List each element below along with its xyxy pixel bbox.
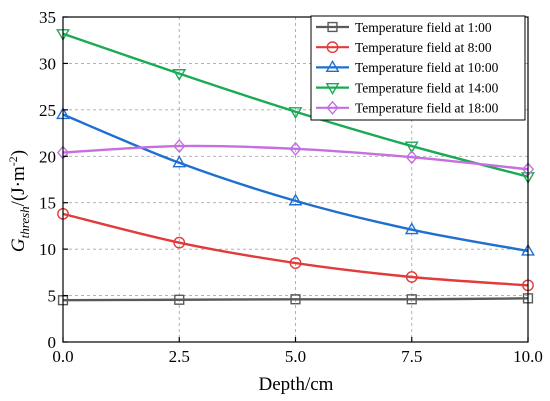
series-4 xyxy=(56,29,535,185)
series-point xyxy=(404,222,419,235)
series-2 xyxy=(57,207,534,292)
series-point xyxy=(173,236,186,249)
series-point xyxy=(172,69,187,82)
legend-entry: Temperature field at 1:00 xyxy=(316,20,492,35)
y-tick-label: 25 xyxy=(39,101,56,120)
series-point xyxy=(174,294,185,305)
series-point xyxy=(405,271,418,283)
legend-entry: Temperature field at 14:00 xyxy=(316,80,499,95)
series-line xyxy=(62,113,529,253)
x-tick-label: 10.0 xyxy=(513,347,543,366)
legend-entry: Temperature field at 18:00 xyxy=(316,101,499,116)
legend-marker xyxy=(326,100,339,115)
legend-label: Temperature field at 18:00 xyxy=(355,101,499,116)
series-point xyxy=(290,294,301,305)
series-point xyxy=(288,193,303,206)
legend-entry: Temperature field at 10:00 xyxy=(316,60,499,75)
axis-ticks: 0.0 2.5 5.0 7.5 10.0 0 5 10 15 20 25 30 35 xyxy=(39,8,543,366)
series-line xyxy=(62,32,529,178)
series-point xyxy=(289,257,302,269)
series-5 xyxy=(56,139,535,177)
legend-label: Temperature field at 1:00 xyxy=(355,20,492,35)
x-tick-label: 0.0 xyxy=(52,347,73,366)
series-point xyxy=(173,139,186,154)
series-line xyxy=(62,144,529,171)
series-point xyxy=(289,141,302,156)
y-tick-label: 35 xyxy=(39,8,56,27)
series-line xyxy=(62,212,529,287)
series-point xyxy=(172,155,187,168)
y-tick-label: 20 xyxy=(39,147,56,166)
legend: Temperature field at 1:00 Temperature fie… xyxy=(310,15,526,121)
series-point xyxy=(288,107,303,120)
y-tick-label: 5 xyxy=(48,287,57,306)
legend-marker xyxy=(325,60,340,73)
legend-entry: Temperature field at 8:00 xyxy=(316,40,492,55)
x-tick-label: 7.5 xyxy=(401,347,422,366)
series-point xyxy=(406,294,417,305)
legend-marker xyxy=(326,41,339,54)
y-tick-label: 0 xyxy=(48,333,57,352)
series-point xyxy=(405,150,418,165)
x-tick-label: 2.5 xyxy=(169,347,190,366)
legend-label: Temperature field at 10:00 xyxy=(355,60,499,75)
y-tick-label: 30 xyxy=(39,54,56,73)
legend-marker xyxy=(325,82,340,95)
y-axis-title: Gthresh/(J·m-2) xyxy=(6,150,32,252)
series-point xyxy=(404,141,419,154)
x-tick-label: 5.0 xyxy=(285,347,306,366)
legend-marker xyxy=(327,21,338,33)
y-tick-label: 15 xyxy=(39,194,56,213)
x-axis-title: Depth/cm xyxy=(259,374,334,395)
series-3 xyxy=(56,107,535,256)
legend-label: Temperature field at 14:00 xyxy=(355,80,499,95)
legend-label: Temperature field at 8:00 xyxy=(355,40,492,55)
series-line xyxy=(62,297,529,302)
y-tick-label: 10 xyxy=(39,240,56,259)
